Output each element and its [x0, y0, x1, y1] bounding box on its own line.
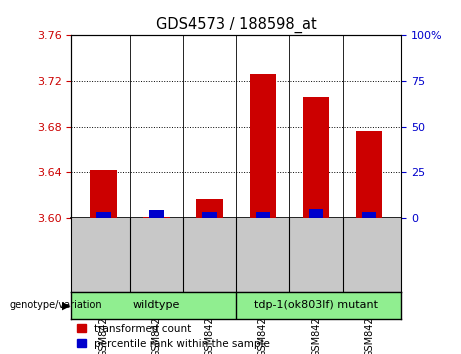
- Bar: [303, 97, 329, 218]
- Text: wildtype: wildtype: [133, 300, 180, 310]
- Bar: [96, 212, 111, 218]
- Text: tdp-1(ok803lf) mutant: tdp-1(ok803lf) mutant: [254, 300, 378, 310]
- Bar: [356, 131, 383, 218]
- Title: GDS4573 / 188598_at: GDS4573 / 188598_at: [156, 16, 317, 33]
- Bar: [196, 199, 223, 218]
- Bar: [149, 210, 164, 218]
- Bar: [255, 212, 270, 218]
- Bar: [90, 170, 117, 218]
- Bar: [143, 217, 170, 218]
- Text: ▶: ▶: [62, 300, 71, 310]
- Bar: [309, 209, 323, 218]
- Text: genotype/variation: genotype/variation: [9, 300, 102, 310]
- Bar: [362, 212, 377, 218]
- Bar: [202, 212, 217, 218]
- Legend: transformed count, percentile rank within the sample: transformed count, percentile rank withi…: [77, 324, 270, 349]
- Bar: [249, 74, 276, 218]
